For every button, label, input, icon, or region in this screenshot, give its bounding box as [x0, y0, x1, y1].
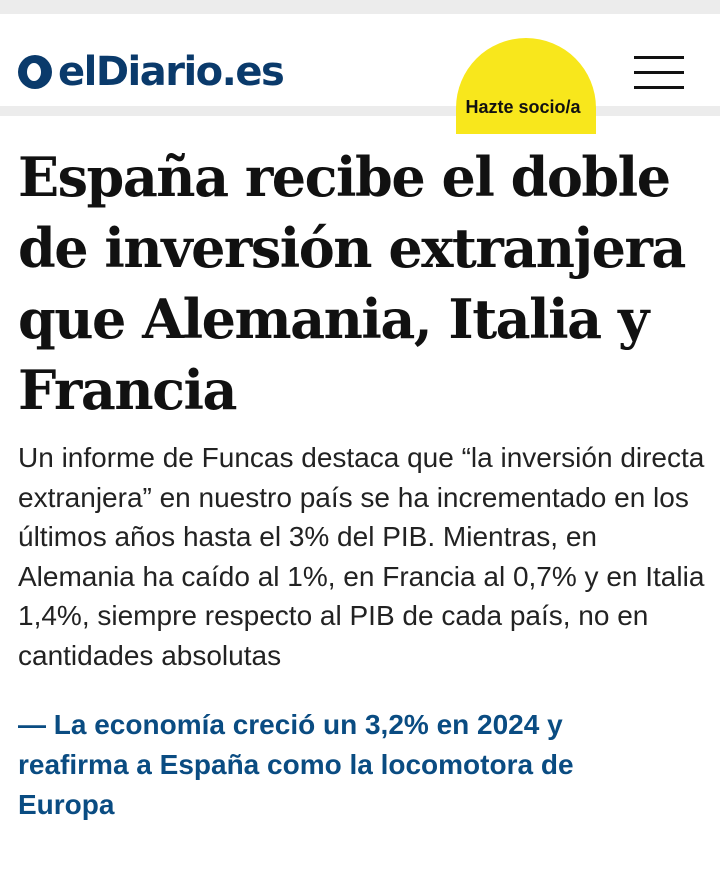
top-strip — [0, 0, 720, 14]
site-logo[interactable]: elDiario.es — [18, 49, 285, 95]
hamburger-menu-icon[interactable] — [634, 56, 684, 92]
article-headline: España recibe el doble de inversión extr… — [18, 145, 686, 422]
eldiario-logo-icon — [18, 55, 52, 89]
menu-bar — [634, 71, 684, 74]
menu-bar — [634, 56, 684, 59]
logo-text: elDiario.es — [58, 49, 285, 95]
header-separator — [0, 106, 720, 116]
site-header: elDiario.es Hazte socio/a — [0, 14, 720, 134]
article: España recibe el doble de inversión extr… — [0, 142, 720, 825]
article-standfirst: Un informe de Funcas destaca que “la inv… — [18, 442, 705, 671]
related-article-link[interactable]: — La economía creció un 3,2% en 2024 y r… — [18, 709, 574, 820]
menu-bar — [634, 86, 684, 89]
subscribe-button[interactable]: Hazte socio/a — [456, 38, 596, 134]
